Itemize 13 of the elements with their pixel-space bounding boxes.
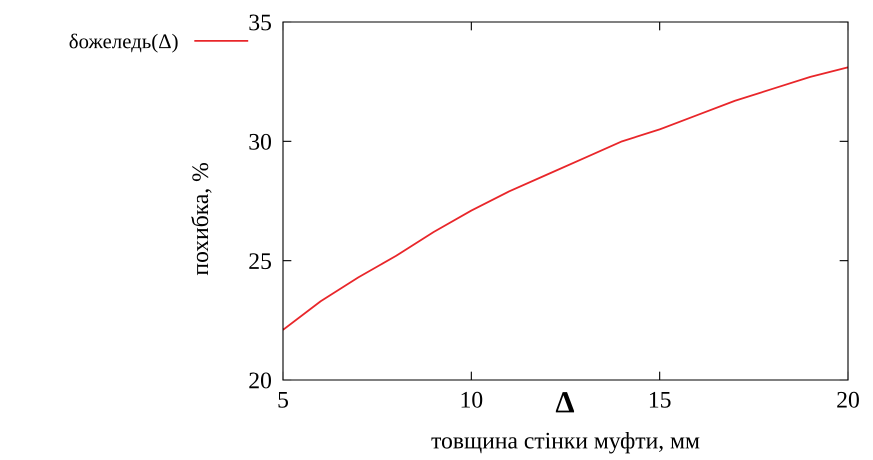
- x-tick-label: 15: [650, 392, 671, 408]
- x-tick-label: 20: [837, 392, 859, 408]
- y-axis-title: похибка, %: [191, 163, 212, 276]
- x-tick-label: 5: [278, 392, 288, 408]
- x-axis-title: товщина стінки муфти, мм: [431, 432, 700, 454]
- y-tick-label: 20: [249, 372, 271, 388]
- y-tick-label: 35: [249, 14, 271, 30]
- text: Δ: [556, 392, 574, 412]
- legend-label: δожеледь(Δ): [70, 34, 178, 53]
- line-series: [283, 66, 848, 331]
- y-tick-label: 30: [249, 134, 271, 150]
- x-tick-label: 10: [462, 392, 482, 408]
- y-tick-label: 25: [249, 253, 271, 270]
